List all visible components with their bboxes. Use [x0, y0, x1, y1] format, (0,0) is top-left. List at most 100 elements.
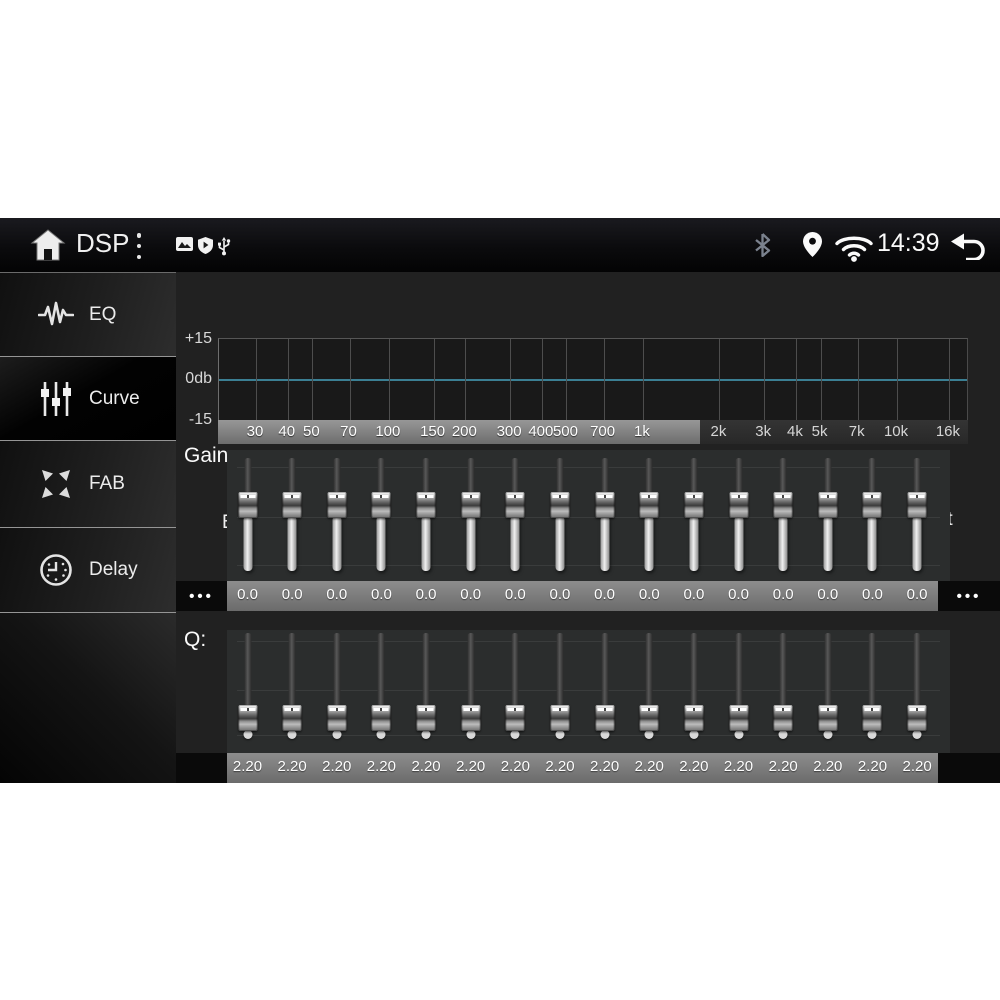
slider-thumb[interactable] [416, 705, 436, 731]
q-slider-band-12[interactable] [729, 633, 749, 740]
q-value-band-12: 2.20 [723, 758, 754, 775]
frequency-axis-hidden-range[interactable] [700, 420, 968, 444]
gain-slider-band-4[interactable] [371, 458, 391, 572]
slider-thumb[interactable] [505, 705, 525, 731]
gain-slider-band-13[interactable] [773, 458, 793, 572]
slider-tip [734, 730, 744, 739]
q-slider-band-9[interactable] [595, 633, 615, 740]
gain-slider-band-14[interactable] [818, 458, 838, 572]
gain-slider-band-7[interactable] [505, 458, 525, 572]
slider-thumb[interactable] [729, 705, 749, 731]
slider-thumb[interactable] [327, 705, 347, 731]
q-row-right-filler [938, 753, 1000, 783]
q-slider-band-8[interactable] [550, 633, 570, 740]
slider-thumb[interactable] [818, 705, 838, 731]
sidebar-item-eq[interactable]: EQ [0, 273, 176, 357]
gridline-1k [642, 339, 644, 420]
sidebar-item-curve[interactable]: Curve [0, 357, 176, 441]
slider-track-lower [778, 516, 788, 571]
slider-thumb[interactable] [773, 492, 793, 518]
slider-thumb[interactable] [639, 492, 659, 518]
slider-track-upper [422, 458, 430, 494]
slider-thumb[interactable] [595, 705, 615, 731]
gain-slider-band-6[interactable] [461, 458, 481, 572]
q-slider-band-13[interactable] [773, 633, 793, 740]
gain-value-band-5: 0.0 [415, 586, 437, 603]
gridline-50 [312, 339, 314, 420]
slider-thumb[interactable] [907, 492, 927, 518]
slider-track-lower [332, 516, 342, 571]
slider-thumb[interactable] [327, 492, 347, 518]
slider-thumb[interactable] [505, 492, 525, 518]
slider-tip [466, 730, 476, 739]
gain-slider-band-5[interactable] [416, 458, 436, 572]
slider-thumb[interactable] [550, 705, 570, 731]
q-slider-band-5[interactable] [416, 633, 436, 740]
gain-value-band-14: 0.0 [817, 586, 839, 603]
slider-thumb[interactable] [461, 705, 481, 731]
gain-slider-band-3[interactable] [327, 458, 347, 572]
slider-track-upper [377, 458, 385, 494]
gain-slider-band-10[interactable] [639, 458, 659, 572]
slider-thumb[interactable] [729, 492, 749, 518]
back-icon[interactable] [950, 233, 988, 262]
sidebar-item-fab[interactable]: FAB [0, 441, 176, 528]
slider-thumb[interactable] [461, 492, 481, 518]
freq-tick-500: 500 [552, 423, 578, 440]
gain-slider-band-2[interactable] [282, 458, 302, 572]
slider-thumb[interactable] [639, 705, 659, 731]
q-value-band-9: 2.20 [590, 758, 620, 775]
gain-scroll-right-button[interactable]: ••• [938, 581, 1000, 611]
slider-thumb[interactable] [550, 492, 570, 518]
slider-thumb[interactable] [818, 492, 838, 518]
gain-slider-band-12[interactable] [729, 458, 749, 572]
gridline-500 [566, 339, 568, 420]
gridline-30 [256, 339, 257, 420]
gain-slider-band-15[interactable] [862, 458, 882, 572]
q-value-band-14: 2.20 [813, 758, 843, 775]
gain-slider-band-16[interactable] [907, 458, 927, 572]
home-icon[interactable] [30, 229, 66, 262]
gain-scroll-left-button[interactable]: ••• [176, 581, 227, 611]
gridline-3k [764, 339, 766, 420]
q-slider-band-16[interactable] [907, 633, 927, 740]
bluetooth-icon [754, 233, 771, 258]
slider-track-upper [690, 458, 698, 494]
slider-track-lower [734, 516, 744, 571]
q-slider-band-11[interactable] [684, 633, 704, 740]
slider-thumb[interactable] [371, 705, 391, 731]
q-slider-band-2[interactable] [282, 633, 302, 740]
q-slider-band-14[interactable] [818, 633, 838, 740]
slider-thumb[interactable] [238, 705, 257, 731]
slider-thumb[interactable] [282, 492, 302, 518]
slider-thumb[interactable] [862, 492, 882, 518]
q-slider-band-10[interactable] [639, 633, 659, 740]
q-slider-band-1[interactable] [238, 633, 258, 740]
slider-thumb[interactable] [416, 492, 436, 518]
slider-thumb[interactable] [595, 492, 615, 518]
gain-slider-band-9[interactable] [595, 458, 615, 572]
slider-thumb[interactable] [773, 705, 793, 731]
slider-thumb[interactable] [282, 705, 302, 731]
slider-thumb[interactable] [684, 705, 704, 731]
slider-track-upper [779, 633, 787, 707]
slider-thumb[interactable] [907, 705, 927, 731]
slider-thumb[interactable] [371, 492, 391, 518]
slider-track-upper [868, 458, 876, 494]
status-bar: DSP [0, 218, 1000, 272]
overflow-menu-icon[interactable] [136, 233, 142, 259]
q-slider-band-7[interactable] [505, 633, 525, 740]
slider-thumb[interactable] [862, 705, 882, 731]
gain-slider-band-1[interactable] [238, 458, 258, 572]
sidebar-item-delay[interactable]: Delay [0, 528, 176, 613]
q-slider-band-3[interactable] [327, 633, 347, 740]
q-slider-band-6[interactable] [461, 633, 481, 740]
slider-thumb[interactable] [684, 492, 704, 518]
q-slider-band-15[interactable] [862, 633, 882, 740]
q-slider-band-4[interactable] [371, 633, 391, 740]
slider-thumb[interactable] [238, 492, 257, 518]
gain-slider-band-11[interactable] [684, 458, 704, 572]
gain-slider-band-8[interactable] [550, 458, 570, 572]
slider-track-upper [868, 633, 876, 707]
frequency-axis-visible-range[interactable] [218, 420, 700, 444]
